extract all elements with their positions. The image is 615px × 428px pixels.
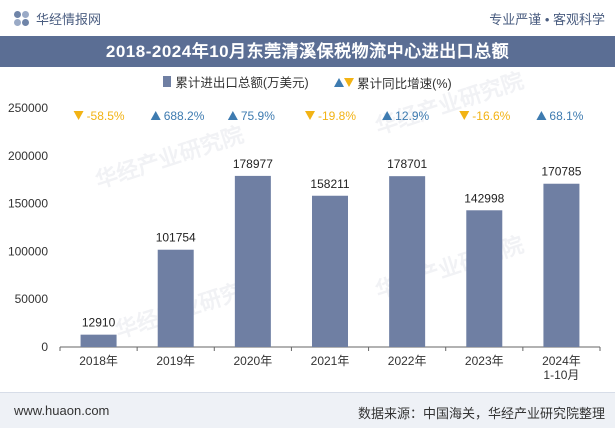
- bar: [389, 176, 426, 347]
- x-tick-label: 2018年: [79, 354, 118, 368]
- x-tick-label: 2022年: [388, 354, 427, 368]
- brand-logo-icon: [14, 10, 30, 27]
- growth-down-icon: [305, 111, 315, 120]
- bar-value-label: 158211: [310, 177, 349, 191]
- growth-label: -19.8%: [318, 109, 356, 123]
- y-tick-label: 100000: [8, 244, 48, 258]
- legend-item-bar: 累计进出口总额(万美元): [163, 72, 309, 91]
- y-tick-label: 50000: [15, 292, 49, 306]
- legend-bar-label: 累计进出口总额(万美元): [175, 76, 309, 90]
- growth-down-icon: [73, 111, 84, 120]
- growth-label: 12.9%: [395, 109, 429, 123]
- y-tick-label: 150000: [8, 197, 48, 211]
- bar: [80, 334, 117, 347]
- chart-legend: 累计进出口总额(万美元) 累计同比增速(%): [0, 72, 615, 92]
- x-tick-label: 2020年: [234, 354, 273, 368]
- bar-value-label: 170785: [541, 165, 581, 179]
- bar-value-label: 178977: [233, 157, 273, 171]
- legend-down-icon: [344, 78, 355, 87]
- x-tick-label: 2019年: [156, 354, 195, 368]
- x-tick-label: 2024年: [542, 354, 581, 368]
- growth-label: 75.9%: [241, 109, 275, 123]
- legend-item-growth: 累计同比增速(%): [334, 73, 452, 92]
- brand-tagline: 专业严谨 • 客观科学: [489, 12, 605, 27]
- footer-url[interactable]: www.huaon.com: [14, 403, 110, 418]
- bar: [234, 175, 271, 347]
- footer-bar: www.huaon.com 数据来源：中国海关，华经产业研究院整理: [0, 392, 615, 428]
- growth-label: 688.2%: [164, 109, 205, 123]
- chart-plot: 0 50000 100000 150000 200000 250000 12910 2018年…: [8, 101, 601, 382]
- brand[interactable]: 华经情报网: [14, 9, 101, 28]
- x-tick-label: 2023年: [465, 354, 504, 368]
- bar: [312, 195, 348, 347]
- growth-label: 68.1%: [549, 109, 583, 123]
- bar-value-label: 142998: [464, 191, 504, 205]
- legend-bar-swatch: [163, 76, 172, 87]
- bar-value-label: 12910: [82, 316, 116, 330]
- growth-up-icon: [150, 111, 161, 120]
- legend-up-icon: [334, 78, 345, 87]
- bar: [466, 210, 503, 347]
- x-tick-label: 2021年: [311, 354, 350, 368]
- growth-down-icon: [459, 111, 470, 120]
- y-tick-label: 0: [41, 340, 48, 354]
- bar-value-label: 101754: [156, 231, 196, 245]
- bar: [157, 249, 194, 347]
- growth-up-icon: [382, 111, 393, 120]
- legend-growth-label: 累计同比增速(%): [357, 77, 452, 91]
- x-tick-label: 1-10月: [543, 368, 579, 382]
- growth-label: -16.6%: [472, 109, 510, 123]
- growth-up-icon: [227, 111, 238, 120]
- growth-label: -58.5%: [87, 109, 125, 123]
- bar: [543, 183, 580, 347]
- growth-up-icon: [536, 111, 547, 120]
- y-tick-label: 250000: [8, 101, 48, 115]
- footer-source: 数据来源：中国海关，华经产业研究院整理: [357, 406, 605, 421]
- chart-title: 2018-2024年10月东莞清溪保税物流中心进出口总额: [0, 36, 615, 67]
- brand-name: 华经情报网: [36, 12, 102, 27]
- y-tick-label: 200000: [8, 149, 48, 163]
- bar-value-label: 178701: [387, 157, 427, 171]
